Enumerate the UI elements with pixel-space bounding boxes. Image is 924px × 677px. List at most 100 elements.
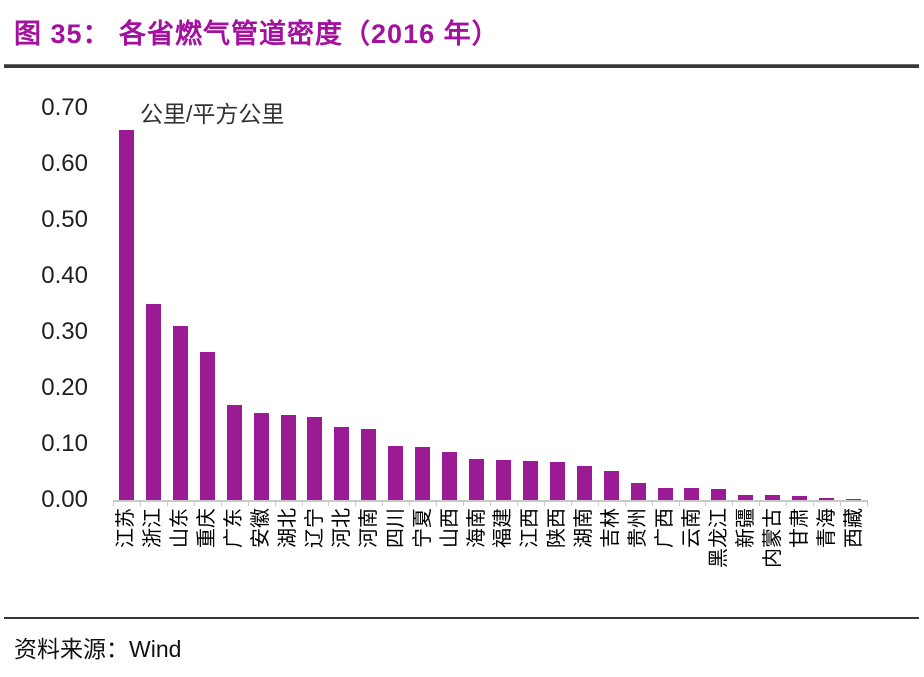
title-divider xyxy=(4,64,919,68)
x-axis-tick xyxy=(247,500,249,506)
x-axis-label-安徽: 安徽 xyxy=(250,508,273,548)
x-axis-label-宁夏: 宁夏 xyxy=(411,508,434,548)
x-axis-label-山西: 山西 xyxy=(438,508,461,548)
x-axis-label-福建: 福建 xyxy=(492,508,515,548)
x-axis-tick xyxy=(786,500,788,506)
x-axis-label-新疆: 新疆 xyxy=(734,508,757,548)
x-axis-tick xyxy=(274,500,276,506)
x-axis-tick xyxy=(705,500,707,506)
bar-广西 xyxy=(657,488,673,500)
figure-title: 图 35： 各省燃气管道密度（2016 年） xyxy=(14,19,500,49)
bar-重庆 xyxy=(199,351,215,500)
bar-山西 xyxy=(442,451,458,500)
x-axis-tick xyxy=(355,500,357,506)
x-axis-tick xyxy=(678,500,680,506)
x-axis-label-贵州: 贵州 xyxy=(627,508,650,548)
x-axis-tick xyxy=(543,500,545,506)
x-axis-tick xyxy=(867,500,868,506)
bar-河北 xyxy=(334,427,350,500)
bar-青海 xyxy=(819,498,835,500)
x-axis-tick xyxy=(193,500,195,506)
x-axis-tick xyxy=(463,500,465,506)
bar-浙江 xyxy=(145,304,161,500)
x-axis-label-吉林: 吉林 xyxy=(600,508,623,548)
x-axis-tick xyxy=(382,500,384,506)
x-axis-label-河南: 河南 xyxy=(357,508,380,548)
x-axis-label-浙江: 浙江 xyxy=(142,508,165,548)
x-axis-tick xyxy=(651,500,653,506)
x-axis-label-江西: 江西 xyxy=(519,508,542,548)
bar-云南 xyxy=(684,488,700,500)
x-axis-tick xyxy=(409,500,411,506)
footer-source: 资料来源：Wind xyxy=(14,630,181,664)
x-axis-label-西藏: 西藏 xyxy=(842,508,865,548)
x-axis-tick xyxy=(436,500,438,506)
bar-新疆 xyxy=(738,494,754,500)
bar-四川 xyxy=(388,446,404,500)
bar-山东 xyxy=(172,326,188,500)
x-axis-label-湖北: 湖北 xyxy=(277,508,300,548)
x-axis-tick xyxy=(301,500,303,506)
x-axis-tick xyxy=(732,500,734,506)
x-axis-tick xyxy=(597,500,599,506)
bar-宁夏 xyxy=(415,446,431,500)
x-axis-tick xyxy=(624,500,626,506)
bar-贵州 xyxy=(630,483,646,500)
bar-吉林 xyxy=(603,471,619,500)
x-axis-tick xyxy=(139,500,141,506)
x-axis-tick xyxy=(570,500,572,506)
bar-河南 xyxy=(361,428,377,500)
bar-江苏 xyxy=(118,130,134,500)
y-tick-label: 0.20 xyxy=(41,374,88,401)
x-axis-tick xyxy=(813,500,815,506)
bar-广东 xyxy=(226,404,242,500)
y-tick-label: 0.50 xyxy=(41,206,88,233)
y-tick-label: 0.60 xyxy=(41,150,88,177)
bar-内蒙古 xyxy=(765,494,781,500)
x-axis-label-海南: 海南 xyxy=(465,508,488,548)
x-axis-label-江苏: 江苏 xyxy=(115,508,138,548)
x-axis-label-河北: 河北 xyxy=(330,508,353,548)
x-axis-tick xyxy=(328,500,330,506)
bar-湖北 xyxy=(280,415,296,500)
footer-divider xyxy=(4,617,919,619)
x-axis-label-湖南: 湖南 xyxy=(573,508,596,548)
x-axis-tick xyxy=(113,500,114,506)
x-axis-label-黑龙江: 黑龙江 xyxy=(707,508,730,568)
source-label: 资料来源： xyxy=(14,637,129,662)
y-tick-label: 0.30 xyxy=(41,318,88,345)
x-axis-label-辽宁: 辽宁 xyxy=(303,508,326,548)
x-axis-label-山东: 山东 xyxy=(169,508,192,548)
bar-甘肃 xyxy=(792,496,808,500)
x-axis-label-陕西: 陕西 xyxy=(546,508,569,548)
x-axis-label-重庆: 重庆 xyxy=(196,508,219,548)
x-axis-label-内蒙古: 内蒙古 xyxy=(761,508,784,568)
y-tick-label: 0.00 xyxy=(41,486,88,513)
x-axis-label-广西: 广西 xyxy=(654,508,677,548)
bar-海南 xyxy=(469,459,485,500)
bar-黑龙江 xyxy=(711,489,727,500)
bar-辽宁 xyxy=(307,416,323,500)
bar-福建 xyxy=(495,460,511,500)
bar-陕西 xyxy=(549,462,565,500)
source-value: Wind xyxy=(129,636,182,662)
x-axis-tick xyxy=(220,500,222,506)
axis-unit-label: 公里/平方公里 xyxy=(140,101,285,127)
x-axis-tick xyxy=(840,500,842,506)
x-axis-tick xyxy=(166,500,168,506)
x-axis-tick xyxy=(759,500,761,506)
x-axis-label-广东: 广东 xyxy=(223,508,246,548)
y-tick-label: 0.40 xyxy=(41,262,88,289)
bar-湖南 xyxy=(576,466,592,500)
x-axis-tick xyxy=(516,500,518,506)
bar-西藏 xyxy=(846,499,862,500)
bar-安徽 xyxy=(253,413,269,500)
y-tick-label: 0.70 xyxy=(41,94,88,121)
x-axis-tick xyxy=(490,500,491,506)
bar-江西 xyxy=(522,461,538,500)
x-axis-label-云南: 云南 xyxy=(680,508,703,548)
x-axis-label-青海: 青海 xyxy=(815,508,838,548)
x-axis-label-甘肃: 甘肃 xyxy=(788,508,811,548)
x-axis-label-四川: 四川 xyxy=(384,508,407,548)
